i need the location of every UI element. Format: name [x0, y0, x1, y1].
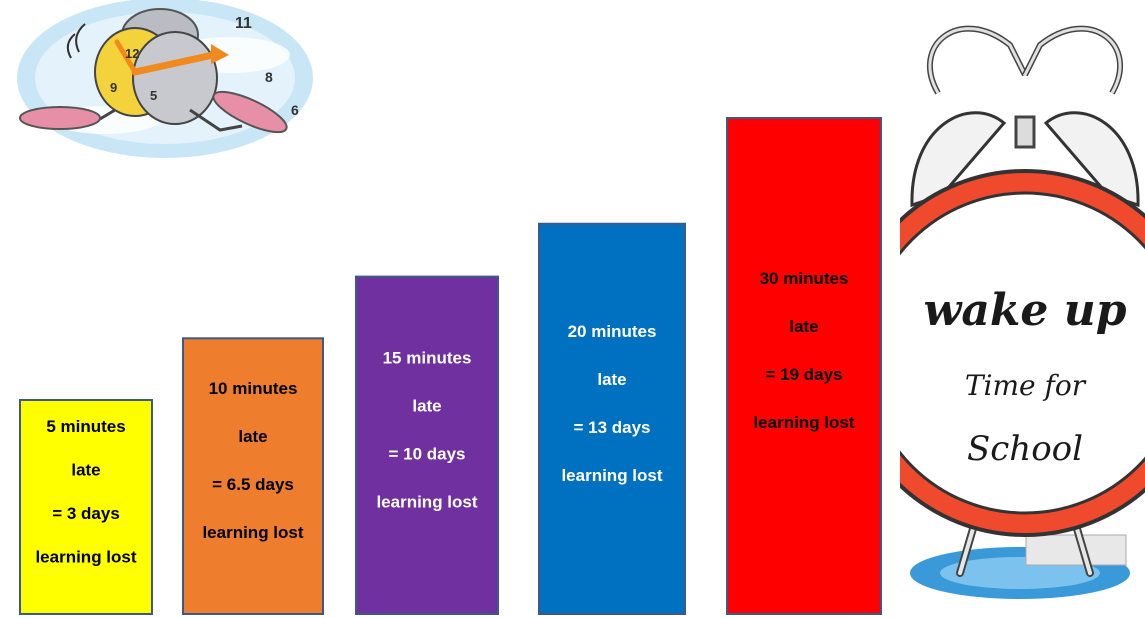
- bar-4-label-line-2: late: [597, 370, 626, 389]
- bar-1-label-line-2: late: [71, 460, 100, 479]
- bar-2: [182, 337, 324, 615]
- running-clock-illustration: 12 9 5 11 8 6: [17, 0, 313, 158]
- clock-sign-line3: School: [967, 429, 1083, 469]
- bar-2-label-line-2: late: [238, 427, 267, 446]
- bar-1-label-line-1: 5 minutes: [46, 417, 125, 436]
- bar-5-label-line-2: late: [789, 317, 818, 336]
- bar-3-label-line-2: late: [412, 396, 441, 415]
- clock-sign-line2: Time for: [965, 369, 1087, 402]
- bar-5: [726, 117, 882, 615]
- bar-4: [538, 222, 686, 615]
- svg-text:5: 5: [150, 88, 157, 103]
- bar-1: [19, 399, 153, 615]
- clock-sign-line1: wake up: [924, 285, 1127, 336]
- bar-5-label-line-1: 30 minutes: [760, 269, 849, 288]
- bar-4-label-line-3: = 13 days: [573, 418, 650, 437]
- bar-5-label-line-3: = 19 days: [765, 365, 842, 384]
- bar-2-label-line-3: = 6.5 days: [212, 475, 294, 494]
- bar-5-label-line-4: learning lost: [753, 413, 854, 432]
- bar-1-label-line-3: = 3 days: [52, 504, 120, 523]
- bar-4-label-line-1: 20 minutes: [568, 322, 657, 341]
- bar-3: [355, 275, 499, 615]
- svg-text:12: 12: [125, 46, 139, 61]
- svg-text:8: 8: [265, 69, 273, 85]
- svg-text:9: 9: [110, 80, 117, 95]
- svg-text:6: 6: [291, 102, 299, 118]
- bar-3-label-line-1: 15 minutes: [383, 348, 472, 367]
- bar-3-label-line-3: = 10 days: [388, 444, 465, 463]
- bar-2-label-line-4: learning lost: [202, 523, 303, 542]
- bar-4-label-line-4: learning lost: [561, 466, 662, 485]
- svg-text:11: 11: [235, 15, 252, 32]
- bar-2-label-line-1: 10 minutes: [209, 379, 298, 398]
- alarm-clock-illustration: wake up Time for School: [900, 25, 1145, 599]
- bar-3-label-line-4: learning lost: [376, 492, 477, 511]
- bar-1-label-line-4: learning lost: [35, 547, 136, 566]
